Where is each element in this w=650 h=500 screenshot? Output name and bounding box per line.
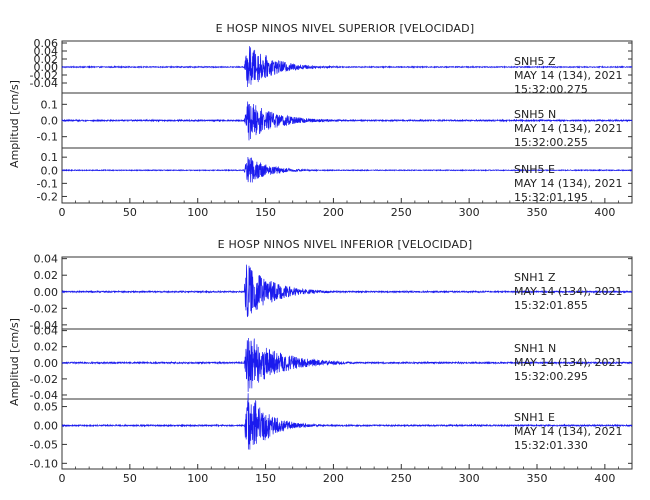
date-label: MAY 14 (134), 2021 bbox=[514, 285, 622, 298]
x-tick-label: 0 bbox=[59, 206, 66, 219]
time-label: 15:32:00.255 bbox=[514, 136, 588, 149]
x-tick-label: 200 bbox=[323, 206, 344, 219]
y-axis-label-bottom: Amplitud [cm/s] bbox=[8, 318, 21, 406]
y-tick-label: 0.00 bbox=[34, 419, 59, 432]
x-tick-label: 300 bbox=[459, 472, 480, 485]
chart-title-bottom: E HOSP NINOS NIVEL INFERIOR [VELOCIDAD] bbox=[218, 238, 473, 251]
y-tick-label: 0.00 bbox=[34, 286, 59, 299]
time-label: 15:32:01.195 bbox=[514, 191, 588, 204]
y-tick-label: 0.00 bbox=[34, 61, 59, 74]
x-tick-label: 250 bbox=[391, 472, 412, 485]
y-tick-label: -0.05 bbox=[30, 438, 58, 451]
x-tick-group-top: 0 50 100 150 200 250 300 350 400 bbox=[59, 198, 633, 219]
component-label: SNH5 E bbox=[514, 163, 555, 176]
y-tick-label: -0.1 bbox=[37, 177, 58, 190]
x-tick-label: 150 bbox=[255, 472, 276, 485]
y-tick-label: 0.1 bbox=[41, 151, 59, 164]
waveform-trace-snh1-z bbox=[61, 264, 633, 318]
x-tick-label: 100 bbox=[187, 206, 208, 219]
x-tick-label: 350 bbox=[527, 206, 548, 219]
component-label: SNH5 Z bbox=[514, 55, 556, 68]
y-tick-label: 0.05 bbox=[34, 401, 59, 414]
panel-top-e: 0.10.0-0.1-0.2 SNH5 E MAY 14 (134), 2021… bbox=[37, 147, 633, 204]
panel-top-z: 0.060.040.020.00-0.02-0.04 SNH5 Z MAY 14… bbox=[30, 37, 633, 96]
waveform-trace-snh1-e bbox=[61, 393, 633, 450]
y-tick-label: -0.02 bbox=[30, 69, 58, 82]
panel-bottom-z: 0.04 0.02 0.00 -0.02 -0.04 SNH1 Z MAY 14 (13… bbox=[30, 253, 633, 332]
y-tick-label: 0.02 bbox=[34, 341, 59, 354]
date-label: MAY 14 (134), 2021 bbox=[514, 122, 622, 135]
y-tick-label: 0.04 bbox=[34, 325, 59, 338]
y-axis-label-top: Amplitud [cm/s] bbox=[8, 80, 21, 168]
x-tick-label: 0 bbox=[59, 472, 66, 485]
panel-bottom-n: 0.04 0.02 0.00 -0.02 -0.04 SNH1 N MAY 14 (13… bbox=[30, 325, 633, 402]
component-label: SNH5 N bbox=[514, 108, 556, 121]
y-tick-group: 0.04 0.02 0.00 -0.02 -0.04 bbox=[30, 325, 632, 402]
component-label: SNH1 E bbox=[514, 411, 555, 424]
y-tick-group: 0.1 0.0 -0.1 bbox=[37, 98, 632, 144]
x-tick-label: 50 bbox=[123, 472, 137, 485]
y-tick-label: -0.02 bbox=[30, 373, 58, 386]
y-tick-label: -0.10 bbox=[30, 457, 58, 470]
y-tick-label: 0.00 bbox=[34, 357, 59, 370]
chart-title-top: E HOSP NINOS NIVEL SUPERIOR [VELOCIDAD] bbox=[216, 22, 475, 35]
y-tick-label: 0.0 bbox=[41, 164, 59, 177]
waveform-trace-snh5-n bbox=[61, 101, 633, 141]
y-tick-label: 0.1 bbox=[41, 98, 59, 111]
waveform-trace-snh1-n bbox=[61, 337, 633, 392]
y-tick-label: 0.06 bbox=[34, 37, 59, 50]
time-label: 15:32:01.855 bbox=[514, 299, 588, 312]
y-tick-group: 0.10.0-0.1-0.2 bbox=[37, 151, 632, 203]
y-tick-group: 0.05 0.00 -0.05 -0.10 bbox=[30, 401, 632, 470]
time-label: 15:32:00.275 bbox=[514, 83, 588, 96]
x-tick-label: 100 bbox=[187, 472, 208, 485]
x-tick-label: 400 bbox=[594, 472, 615, 485]
panel-top-n: 0.1 0.0 -0.1 SNH5 N MAY 14 (134), 2021 15:… bbox=[37, 92, 633, 149]
date-label: MAY 14 (134), 2021 bbox=[514, 425, 622, 438]
component-label: SNH1 Z bbox=[514, 271, 556, 284]
x-tick-label: 50 bbox=[123, 206, 137, 219]
y-tick-label: 0.04 bbox=[34, 45, 59, 58]
x-tick-group-bottom: 0 50 100 150 200 250 300 350 400 bbox=[59, 464, 633, 485]
x-tick-label: 300 bbox=[459, 206, 480, 219]
x-tick-label: 250 bbox=[391, 206, 412, 219]
x-tick-label: 400 bbox=[594, 206, 615, 219]
y-tick-label: 0.02 bbox=[34, 53, 59, 66]
y-tick-label: -0.04 bbox=[30, 319, 58, 332]
waveform-trace-snh5-z bbox=[61, 46, 633, 88]
waveform-trace-snh5-e bbox=[61, 157, 633, 183]
time-label: 15:32:01.330 bbox=[514, 439, 588, 452]
y-tick-label: 0.04 bbox=[34, 253, 59, 266]
x-tick-label: 150 bbox=[255, 206, 276, 219]
y-tick-label: 0.0 bbox=[41, 115, 59, 128]
date-label: MAY 14 (134), 2021 bbox=[514, 69, 622, 82]
component-label: SNH1 N bbox=[514, 342, 556, 355]
panel-bottom-e: 0.05 0.00 -0.05 -0.10 SNH1 E MAY 14 (134), … bbox=[30, 393, 633, 470]
date-label: MAY 14 (134), 2021 bbox=[514, 356, 622, 369]
x-tick-label: 200 bbox=[323, 472, 344, 485]
y-tick-label: 0.02 bbox=[34, 269, 59, 282]
y-tick-label: -0.2 bbox=[37, 190, 58, 203]
y-tick-label: -0.02 bbox=[30, 302, 58, 315]
y-tick-label: -0.04 bbox=[30, 77, 58, 90]
y-tick-label: -0.1 bbox=[37, 131, 58, 144]
x-tick-label: 350 bbox=[527, 472, 548, 485]
y-tick-label: -0.04 bbox=[30, 389, 58, 402]
time-label: 15:32:00.295 bbox=[514, 370, 588, 383]
date-label: MAY 14 (134), 2021 bbox=[514, 177, 622, 190]
